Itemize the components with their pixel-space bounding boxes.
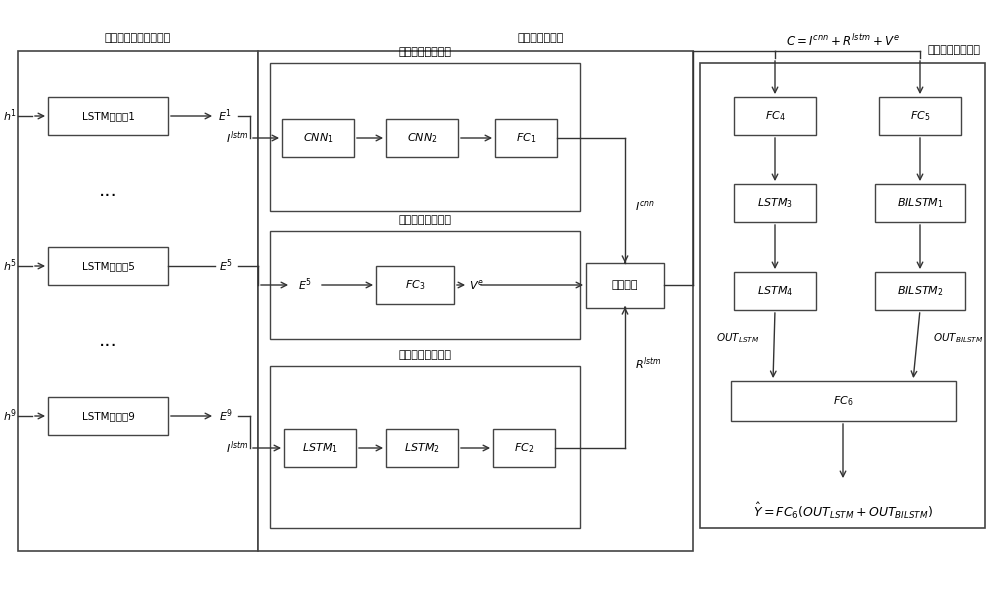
Text: $LSTM_2$: $LSTM_2$	[404, 441, 440, 455]
Text: 自车信息编码单元: 自车信息编码单元	[398, 215, 452, 225]
Text: $I^{cnn}$: $I^{cnn}$	[635, 199, 655, 213]
Bar	[734, 184, 816, 222]
Bar	[875, 184, 965, 222]
Text: $LSTM_1$: $LSTM_1$	[302, 441, 338, 455]
Text: ...: ...	[99, 182, 117, 200]
Text: LSTM编码器9: LSTM编码器9	[82, 411, 134, 421]
Text: $I^{lstm}$: $I^{lstm}$	[226, 130, 248, 146]
Text: $V^e$: $V^e$	[469, 278, 484, 292]
Text: $E^1$: $E^1$	[218, 108, 232, 125]
Text: 交互信息提取单元: 交互信息提取单元	[398, 47, 452, 57]
Text: $R^{lstm}$: $R^{lstm}$	[635, 356, 662, 372]
Text: $FC_3$: $FC_3$	[405, 278, 425, 292]
Bar	[734, 97, 816, 135]
Text: $LSTM_3$: $LSTM_3$	[757, 196, 793, 210]
Bar	[258, 51, 693, 551]
Bar	[386, 429, 458, 467]
Text: $E^5$: $E^5$	[298, 277, 312, 293]
Text: ...: ...	[99, 331, 117, 350]
Bar	[282, 119, 354, 157]
Text: 行为特征识别单元: 行为特征识别单元	[398, 350, 452, 360]
Text: $E^9$: $E^9$	[219, 408, 233, 424]
Text: $\hat{Y}=FC_6\left(OUT_{LSTM}+OUT_{BILSTM}\right)$: $\hat{Y}=FC_6\left(OUT_{LSTM}+OUT_{BILST…	[753, 501, 933, 521]
Bar	[386, 119, 458, 157]
Text: $CNN_2$: $CNN_2$	[407, 131, 437, 145]
Bar	[284, 429, 356, 467]
Text: 多信息融合模块: 多信息融合模块	[518, 33, 564, 43]
Text: 车辆轨迹预测模块: 车辆轨迹预测模块	[927, 45, 980, 55]
Text: 车辆信息动态编码模块: 车辆信息动态编码模块	[105, 33, 171, 43]
Text: $OUT_{LSTM}$: $OUT_{LSTM}$	[716, 331, 760, 345]
Text: $BILSTM_2$: $BILSTM_2$	[897, 284, 943, 298]
Bar	[376, 266, 454, 304]
Bar	[48, 397, 168, 435]
Text: $FC_6$: $FC_6$	[833, 394, 853, 408]
Text: $C=I^{cnn}+R^{lstm}+V^e$: $C=I^{cnn}+R^{lstm}+V^e$	[786, 33, 900, 49]
Bar	[270, 63, 580, 211]
Text: $FC_2$: $FC_2$	[514, 441, 534, 455]
Text: $h^9$: $h^9$	[3, 408, 17, 424]
Bar	[734, 272, 816, 310]
Bar	[270, 231, 580, 339]
Text: $FC_4$: $FC_4$	[765, 109, 785, 123]
Bar	[48, 247, 168, 285]
Bar	[48, 97, 168, 135]
Text: $E^5$: $E^5$	[219, 257, 233, 274]
Bar	[730, 381, 956, 421]
Text: $I^{lstm}$: $I^{lstm}$	[226, 440, 248, 457]
Text: $FC_1$: $FC_1$	[516, 131, 536, 145]
Text: LSTM编码器1: LSTM编码器1	[82, 111, 134, 121]
Bar	[879, 97, 961, 135]
Bar	[493, 429, 555, 467]
Text: 融合单元: 融合单元	[612, 280, 638, 290]
Bar	[700, 63, 985, 528]
Text: $BILSTM_1$: $BILSTM_1$	[897, 196, 943, 210]
Text: $CNN_1$: $CNN_1$	[303, 131, 333, 145]
Bar	[270, 366, 580, 528]
Bar	[586, 262, 664, 308]
Bar	[18, 51, 258, 551]
Text: $LSTM_4$: $LSTM_4$	[757, 284, 793, 298]
Bar	[495, 119, 557, 157]
Text: LSTM编码器5: LSTM编码器5	[82, 261, 134, 271]
Text: $OUT_{BILSTM}$: $OUT_{BILSTM}$	[933, 331, 983, 345]
Text: $h^1$: $h^1$	[3, 108, 17, 125]
Text: $h^5$: $h^5$	[3, 257, 17, 274]
Text: $FC_5$: $FC_5$	[910, 109, 930, 123]
Bar	[875, 272, 965, 310]
